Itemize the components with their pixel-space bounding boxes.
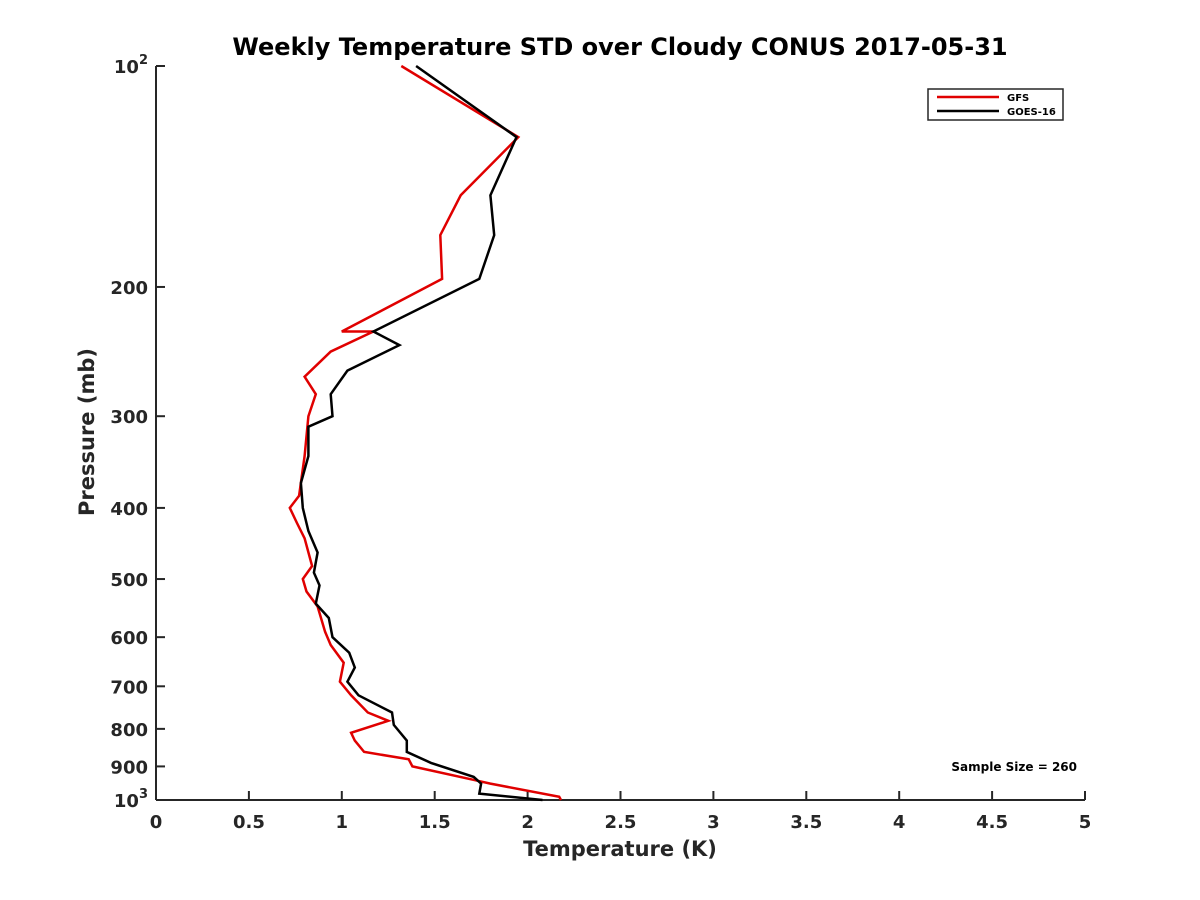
x-tick-label: 0: [150, 812, 163, 833]
y-tick-label: 800: [110, 720, 148, 741]
y-tick-base: 800: [110, 720, 148, 741]
y-tick-base: 10: [114, 57, 139, 78]
y-tick-exponent: 2: [139, 53, 148, 68]
x-tick-label: 4.5: [976, 812, 1008, 833]
y-tick-label: 900: [110, 757, 148, 778]
x-tick-label: 5: [1079, 812, 1092, 833]
y-tick-base: 400: [110, 499, 148, 520]
y-tick-base: 10: [114, 791, 139, 812]
y-tick-base: 700: [110, 677, 148, 698]
plot-area: 0 0.5 1 1.5 2 2.5 3 3.5 4 4.5 5 102200300400500600…: [110, 53, 1091, 833]
y-tick-base: 300: [110, 407, 148, 428]
x-tick-label: 1: [336, 812, 349, 833]
y-tick-base: 900: [110, 757, 148, 778]
y-tick-label: 300: [110, 407, 148, 428]
x-tick-label: 1.5: [419, 812, 451, 833]
legend-label: GFS: [1007, 93, 1029, 104]
y-tick-label: 500: [110, 570, 148, 591]
x-tick-label: 3.5: [790, 812, 822, 833]
x-tick-label: 3: [707, 812, 720, 833]
y-tick-base: 500: [110, 570, 148, 591]
y-axis-label: Pressure (mb): [75, 348, 99, 516]
x-axis-label: Temperature (K): [523, 837, 717, 861]
chart-title: Weekly Temperature STD over Cloudy CONUS…: [232, 33, 1007, 61]
y-tick-label: 102: [114, 53, 148, 78]
legend-label: GOES-16: [1007, 107, 1056, 118]
series-line-gfs: [288, 64, 563, 801]
x-tick-label: 0.5: [233, 812, 265, 833]
series-group: [288, 64, 563, 802]
x-tick-label: 2.5: [605, 812, 637, 833]
x-tick-label: 2: [521, 812, 534, 833]
y-tick-label: 600: [110, 628, 148, 649]
y-tick-label: 200: [110, 278, 148, 299]
x-axis-ticks: 0 0.5 1 1.5 2 2.5 3 3.5 4 4.5 5: [150, 791, 1092, 833]
series-line-goes-16: [299, 64, 543, 802]
y-tick-label: 700: [110, 677, 148, 698]
legend: GFS GOES-16: [927, 88, 1064, 121]
y-tick-base: 600: [110, 628, 148, 649]
legend-box: [927, 88, 1064, 121]
y-tick-label: 400: [110, 499, 148, 520]
sample-size-annotation: Sample Size = 260: [951, 760, 1077, 774]
x-tick-label: 4: [893, 812, 906, 833]
y-tick-base: 200: [110, 278, 148, 299]
y-tick-label: 103: [114, 787, 148, 812]
y-tick-exponent: 3: [139, 787, 148, 802]
